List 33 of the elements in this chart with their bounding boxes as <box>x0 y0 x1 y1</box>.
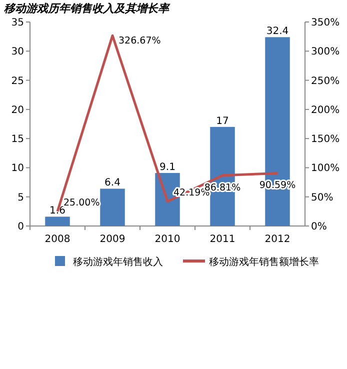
x-tick-label: 2009 <box>100 234 126 245</box>
x-tick-label: 2008 <box>44 234 70 245</box>
legend-label: 移动游戏年销售收入 <box>73 256 163 268</box>
y2-tick-label: 50% <box>311 192 334 204</box>
data-label: 25.00% <box>64 197 100 208</box>
y2-tick-label: 0% <box>311 222 327 232</box>
data-label: 32.4 <box>266 26 289 38</box>
y-tick-label: 25 <box>11 76 24 87</box>
y-tick-label: 0 <box>18 222 24 232</box>
legend-label: 移动游戏年销售额增长率 <box>209 256 319 268</box>
y-tick-label: 5 <box>18 192 24 204</box>
y2-tick-label: 150% <box>311 134 340 146</box>
y2-tick-label: 100% <box>311 163 340 174</box>
y2-tick-label: 300% <box>311 46 340 58</box>
data-label: 9.1 <box>160 162 176 173</box>
chart-title: 移动游戏历年销售收入及其增长率 <box>3 2 171 15</box>
y-tick-label: 15 <box>11 134 24 146</box>
y-tick-label: 20 <box>11 104 24 116</box>
y-tick-label: 10 <box>11 163 24 174</box>
x-tick-label: 2010 <box>154 234 180 245</box>
data-label: 1.6 <box>50 206 66 217</box>
y-tick-label: 35 <box>11 18 24 28</box>
bar <box>45 216 70 226</box>
y2-tick-label: 200% <box>311 104 340 116</box>
y2-tick-label: 250% <box>311 76 340 87</box>
x-tick-label: 2012 <box>264 234 290 245</box>
data-label: 17 <box>216 116 229 127</box>
x-tick-label: 2011 <box>210 234 236 245</box>
y2-tick-label: 350% <box>311 18 340 28</box>
bar <box>100 188 125 226</box>
data-label: 326.67% <box>118 36 161 47</box>
data-label: 6.4 <box>104 178 120 189</box>
y-tick-label: 30 <box>11 46 24 58</box>
